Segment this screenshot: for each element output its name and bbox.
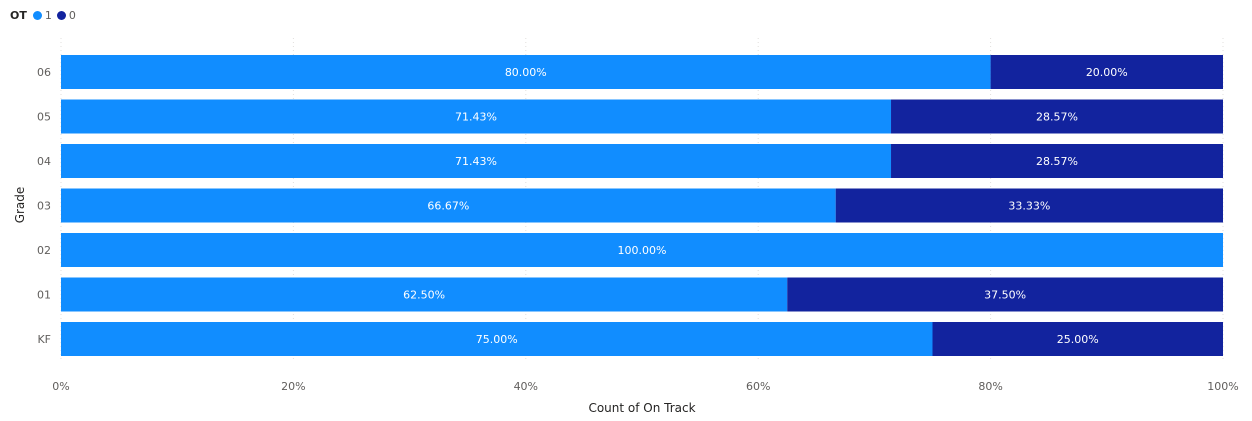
bar-segment-0[interactable] — [932, 322, 1224, 356]
data-label: 25.00% — [1057, 333, 1099, 346]
data-label: 62.50% — [403, 289, 445, 302]
bar-segment-1[interactable] — [61, 55, 991, 89]
data-label: 100.00% — [618, 244, 667, 257]
data-label: 33.33% — [1008, 200, 1050, 213]
bar-segment-0[interactable] — [891, 144, 1223, 178]
x-tick-label: 100% — [1207, 380, 1238, 393]
legend-title: OT — [10, 8, 27, 22]
x-axis-title: Count of On Track — [588, 401, 695, 415]
y-tick-label: 02 — [37, 244, 51, 257]
data-label: 66.67% — [427, 200, 469, 213]
data-label: 28.57% — [1036, 155, 1078, 168]
bar-segment-1[interactable] — [61, 188, 836, 223]
bar-segment-1[interactable] — [61, 99, 892, 134]
legend-dot-icon — [56, 10, 66, 20]
data-label: 37.50% — [984, 289, 1026, 302]
y-tick-label: 01 — [37, 289, 51, 302]
data-label: 71.43% — [455, 111, 497, 124]
data-label: 28.57% — [1036, 111, 1078, 124]
bar-segment-1[interactable] — [61, 233, 1223, 267]
y-axis-title: Grade — [13, 187, 27, 224]
x-tick-label: 20% — [281, 380, 305, 393]
bar-segment-0[interactable] — [835, 188, 1223, 223]
data-label: 71.43% — [455, 155, 497, 168]
legend-item-1[interactable]: 1 — [32, 8, 52, 22]
y-tick-label: 04 — [37, 155, 51, 168]
legend: OT 1 0 — [10, 7, 81, 23]
x-tick-label: 60% — [746, 380, 770, 393]
bar-segment-0[interactable] — [990, 55, 1223, 89]
legend-item-0[interactable]: 0 — [56, 8, 76, 22]
y-tick-label: 03 — [37, 200, 51, 213]
legend-label: 0 — [68, 8, 76, 22]
y-tick-label: KF — [37, 333, 51, 346]
y-tick-label: 06 — [37, 66, 51, 79]
data-label: 75.00% — [476, 333, 518, 346]
bar-segment-0[interactable] — [891, 99, 1223, 134]
x-tick-label: 0% — [52, 380, 69, 393]
bar-segment-1[interactable] — [61, 277, 788, 312]
data-label: 20.00% — [1086, 66, 1128, 79]
y-tick-label: 05 — [37, 111, 51, 124]
legend-dot-icon — [32, 10, 42, 20]
x-tick-label: 40% — [514, 380, 538, 393]
legend-label: 1 — [44, 8, 52, 22]
bar-segment-1[interactable] — [61, 322, 933, 356]
bar-segment-0[interactable] — [787, 277, 1223, 312]
data-label: 80.00% — [505, 66, 547, 79]
bar-segment-1[interactable] — [61, 144, 892, 178]
x-tick-label: 80% — [978, 380, 1002, 393]
